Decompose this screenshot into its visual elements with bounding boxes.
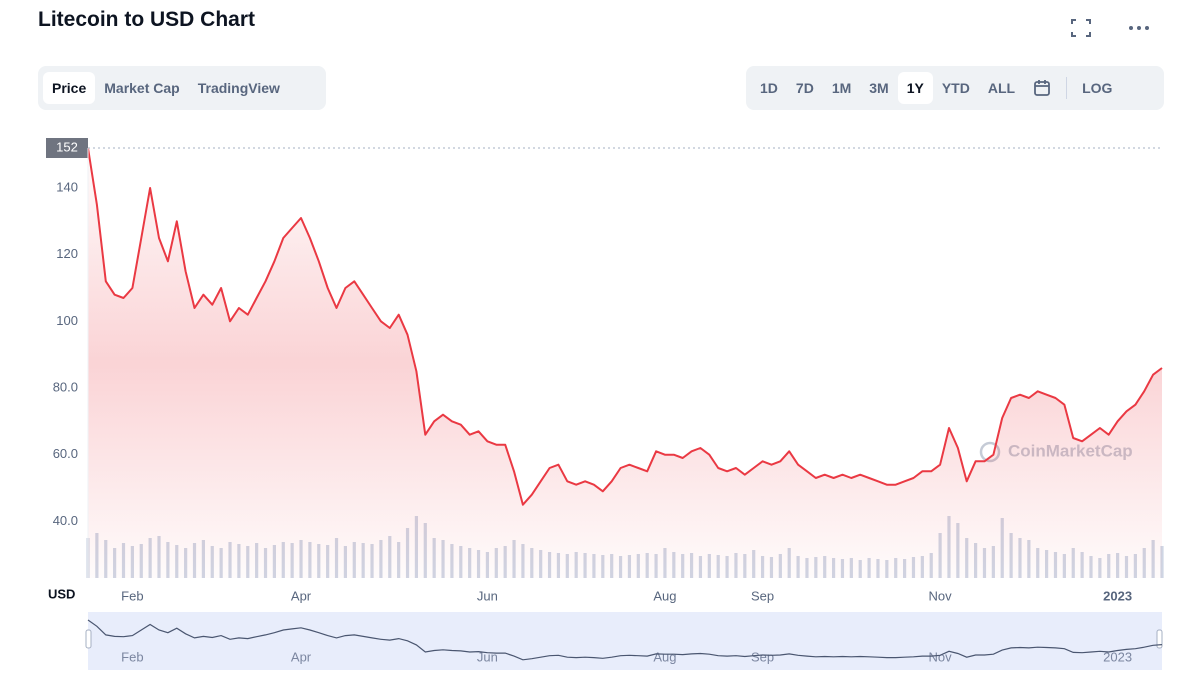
view-tab[interactable]: TradingView [197, 80, 280, 96]
range-tab[interactable]: ALL [987, 80, 1016, 96]
calendar-button[interactable] [1024, 71, 1060, 105]
price-marker-label: 152 [56, 139, 78, 154]
more-icon[interactable] [1129, 26, 1149, 30]
y-tick-label: 100 [56, 313, 78, 328]
navigator-handle[interactable] [1156, 629, 1163, 649]
navigator-bg[interactable] [88, 612, 1162, 670]
navigator-label: Feb [121, 649, 143, 664]
range-tab[interactable]: 1D [760, 80, 778, 96]
price-marker-box [46, 138, 88, 158]
x-tick-label: 2023 [1103, 588, 1132, 603]
x-tick-label: Feb [121, 588, 143, 603]
range-tab[interactable]: 1Y [897, 72, 933, 104]
separator [1066, 77, 1068, 99]
x-tick-label: Aug [653, 588, 676, 603]
range-tab[interactable]: 1M [831, 80, 852, 96]
price-area [88, 148, 1162, 578]
calendar-icon [1034, 80, 1050, 96]
y-tick-label: 80.0 [53, 379, 78, 394]
y-tick-label: 60.0 [53, 446, 78, 461]
price-line [87, 147, 1163, 506]
navigator-label: 2023 [1103, 649, 1132, 664]
view-tab[interactable]: Market Cap [104, 80, 180, 96]
navigator-label: Apr [291, 649, 312, 664]
navigator-label: Aug [653, 649, 676, 664]
x-tick-label: Nov [929, 588, 953, 603]
range-tab[interactable]: 7D [795, 80, 814, 96]
view-tabs: Price Market Cap TradingView [38, 66, 326, 110]
x-tick-label: Sep [751, 588, 774, 603]
view-tab[interactable]: Price [43, 72, 96, 104]
navigator-handle[interactable] [85, 629, 92, 649]
navigator-line [87, 619, 1163, 661]
range-tab[interactable]: YTD [941, 80, 970, 96]
range-tabs: 1D 7D 1M 3M 1Y YTD ALL LOG [746, 66, 1164, 110]
x-tick-label: Jun [477, 588, 498, 603]
navigator-label: Sep [751, 649, 774, 664]
range-tab[interactable]: 3M [869, 80, 889, 96]
y-tick-label: 40.0 [53, 513, 78, 528]
fullscreen-icon[interactable] [1071, 19, 1091, 37]
y-tick-label: 140 [56, 179, 78, 194]
y-unit-label: USD [48, 586, 75, 601]
y-tick-label: 120 [56, 246, 78, 261]
x-tick-label: Apr [291, 588, 312, 603]
log-button[interactable]: LOG [1082, 80, 1113, 96]
page-title: Litecoin to USD Chart [38, 8, 256, 31]
